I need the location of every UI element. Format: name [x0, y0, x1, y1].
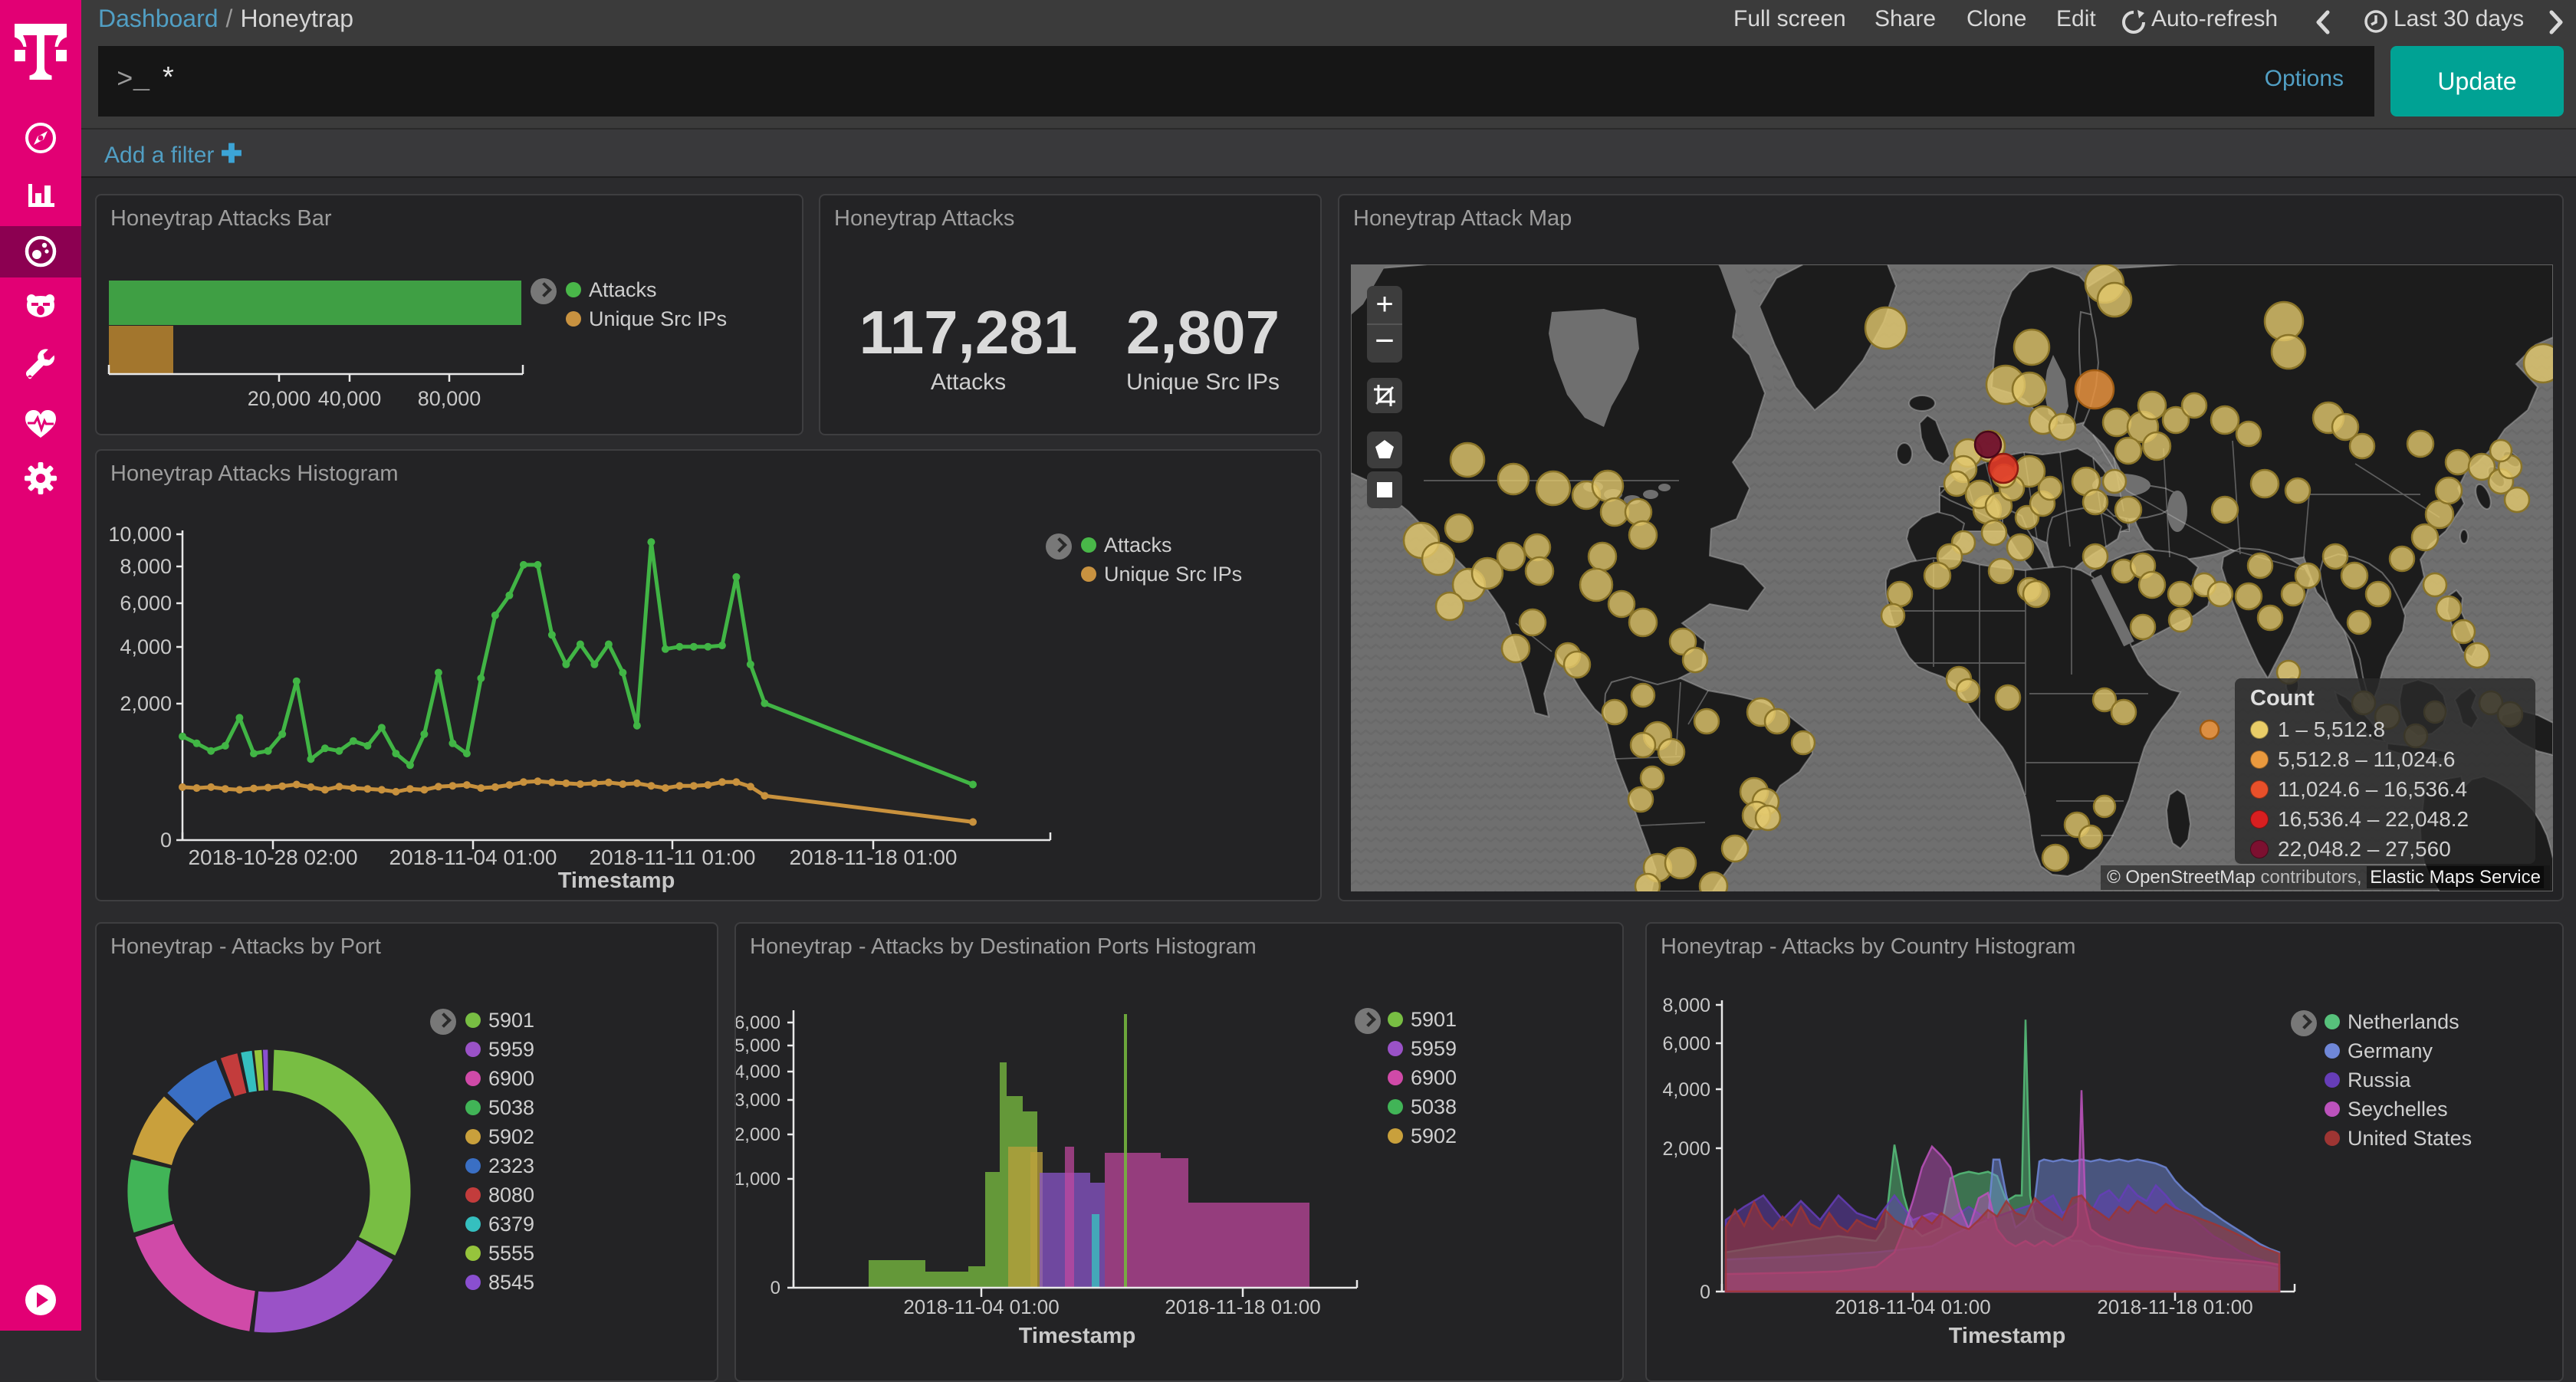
svg-text:4,000: 4,000 [1662, 1079, 1710, 1101]
svg-text:2018-11-18 01:00: 2018-11-18 01:00 [1165, 1295, 1320, 1318]
svg-text:20,000: 20,000 [248, 387, 311, 410]
svg-text:2018-11-04 01:00: 2018-11-04 01:00 [1835, 1295, 1990, 1318]
svg-text:2018-11-18 01:00: 2018-11-18 01:00 [2097, 1295, 2252, 1318]
svg-text:Timestamp: Timestamp [1019, 1324, 1136, 1348]
svg-text:80,000: 80,000 [418, 387, 481, 410]
svg-text:10,000: 10,000 [108, 523, 172, 546]
svg-text:6,000: 6,000 [736, 1013, 780, 1033]
svg-text:0: 0 [160, 829, 172, 852]
svg-text:1,000: 1,000 [736, 1169, 780, 1190]
svg-text:4,000: 4,000 [120, 635, 172, 658]
svg-text:2018-11-04 01:00: 2018-11-04 01:00 [389, 845, 557, 869]
svg-text:5,000: 5,000 [736, 1036, 780, 1056]
svg-text:0: 0 [1700, 1282, 1710, 1303]
svg-text:6,000: 6,000 [120, 592, 172, 615]
svg-text:3,000: 3,000 [736, 1090, 780, 1111]
svg-text:4,000: 4,000 [736, 1062, 780, 1082]
svg-text:8,000: 8,000 [1662, 995, 1710, 1016]
svg-text:Timestamp: Timestamp [558, 868, 675, 893]
svg-text:2018-10-28 02:00: 2018-10-28 02:00 [188, 845, 357, 869]
svg-text:40,000: 40,000 [318, 387, 382, 410]
svg-text:6,000: 6,000 [1662, 1033, 1710, 1055]
svg-text:2,000: 2,000 [120, 692, 172, 715]
svg-text:2018-11-04 01:00: 2018-11-04 01:00 [903, 1295, 1059, 1318]
svg-text:2018-11-11 01:00: 2018-11-11 01:00 [590, 845, 756, 869]
svg-text:2018-11-18 01:00: 2018-11-18 01:00 [790, 845, 958, 869]
svg-text:2,000: 2,000 [736, 1124, 780, 1145]
svg-text:8,000: 8,000 [120, 555, 172, 578]
svg-text:Timestamp: Timestamp [1949, 1324, 2066, 1348]
svg-text:0: 0 [770, 1278, 780, 1298]
svg-text:2,000: 2,000 [1662, 1138, 1710, 1160]
